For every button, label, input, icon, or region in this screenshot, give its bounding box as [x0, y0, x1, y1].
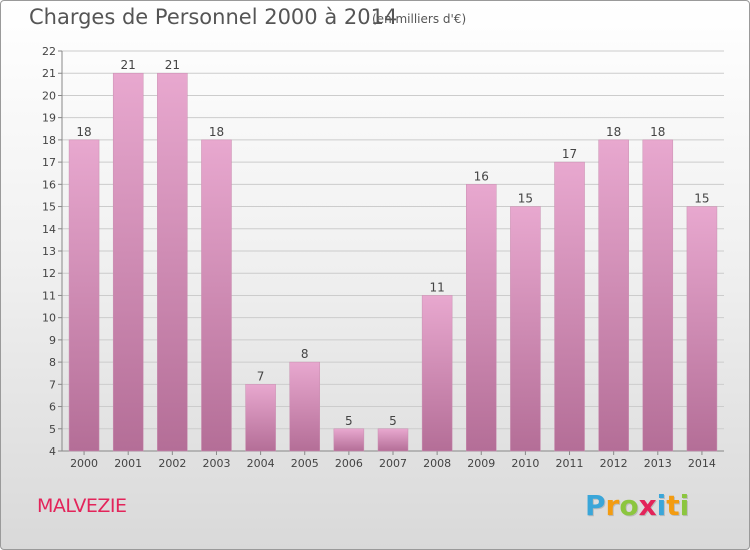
- y-tick-label: 7: [49, 378, 56, 391]
- logo-letter: x: [638, 489, 657, 522]
- bar-2005: [289, 361, 320, 452]
- y-tick-label: 12: [42, 267, 56, 280]
- x-tick-label: 2005: [291, 457, 319, 470]
- y-tick-label: 4: [49, 445, 56, 458]
- bar-2013: [642, 139, 674, 452]
- y-tick-label: 14: [42, 223, 56, 236]
- data-label: 5: [389, 414, 397, 428]
- bar-2001: [112, 72, 144, 452]
- x-tick-label: 2000: [70, 457, 98, 470]
- chart-subtitle: (en milliers d'€): [372, 12, 467, 26]
- x-tick-label: 2009: [467, 457, 495, 470]
- y-tick-label: 6: [49, 401, 56, 414]
- proxiti-logo: Proxiti: [585, 489, 689, 522]
- bar-2014: [686, 206, 718, 452]
- data-label: 8: [301, 347, 309, 361]
- y-tick-label: 18: [42, 134, 56, 147]
- logo-letter: i: [656, 489, 667, 522]
- data-label: 17: [562, 147, 577, 161]
- data-label: 18: [209, 125, 224, 139]
- y-tick-label: 8: [49, 356, 56, 369]
- x-tick-label: 2013: [644, 457, 672, 470]
- x-tick-label: 2007: [379, 457, 407, 470]
- chart-title: Charges de Personnel 2000 à 2014: [29, 5, 398, 29]
- y-tick-label: 15: [42, 201, 56, 214]
- bar-2010: [510, 206, 541, 452]
- data-label: 15: [694, 192, 709, 206]
- data-label: 21: [165, 58, 180, 72]
- x-tick-label: 2010: [511, 457, 539, 470]
- data-label: 11: [429, 280, 444, 294]
- data-label: 18: [650, 125, 665, 139]
- data-label: 21: [121, 58, 136, 72]
- bars: [68, 72, 718, 452]
- x-tick-label: 2004: [247, 457, 275, 470]
- x-tick-label: 2014: [688, 457, 716, 470]
- y-tick-label: 22: [42, 45, 56, 58]
- y-tick-label: 10: [42, 312, 56, 325]
- bar-2000: [68, 139, 100, 452]
- bar-2002: [157, 72, 188, 452]
- bar-2011: [554, 161, 585, 452]
- y-tick-label: 5: [49, 423, 56, 436]
- y-tick-label: 21: [42, 67, 56, 80]
- logo-letter: P: [585, 489, 606, 522]
- x-tick-label: 2006: [335, 457, 363, 470]
- logo-letter: r: [605, 489, 620, 522]
- y-tick-label: 13: [42, 245, 56, 258]
- x-tick-label: 2001: [114, 457, 142, 470]
- bar-2004: [245, 384, 276, 452]
- commune-name: MALVEZIE: [37, 495, 127, 517]
- y-tick-label: 9: [49, 334, 56, 347]
- y-tick-label: 20: [42, 89, 56, 102]
- logo-letter: o: [619, 489, 639, 522]
- bar-2006: [333, 428, 365, 452]
- data-label: 15: [518, 192, 533, 206]
- logo-letter: t: [666, 489, 680, 522]
- data-label: 18: [606, 125, 621, 139]
- bar-2007: [377, 428, 409, 452]
- x-tick-label: 2003: [202, 457, 230, 470]
- bar-2008: [421, 295, 453, 452]
- bar-2012: [598, 139, 629, 452]
- y-tick-label: 16: [42, 178, 56, 191]
- x-tick-label: 2011: [556, 457, 584, 470]
- x-tick-label: 2008: [423, 457, 451, 470]
- data-labels: 18 21 21 18 7 8 5 5 11 16 15 17 18 18 15: [76, 58, 709, 428]
- data-label: 18: [76, 125, 91, 139]
- y-tick-label: 11: [42, 289, 56, 302]
- bar-2003: [201, 139, 232, 452]
- x-tick-label: 2002: [158, 457, 186, 470]
- y-tick-label: 17: [42, 156, 56, 169]
- data-label: 16: [474, 169, 489, 183]
- data-label: 7: [257, 369, 265, 383]
- logo-letter: i: [679, 489, 690, 522]
- data-label: 5: [345, 414, 353, 428]
- y-tick-label: 19: [42, 112, 56, 125]
- bar-2009: [466, 184, 497, 452]
- x-tick-label: 2012: [600, 457, 628, 470]
